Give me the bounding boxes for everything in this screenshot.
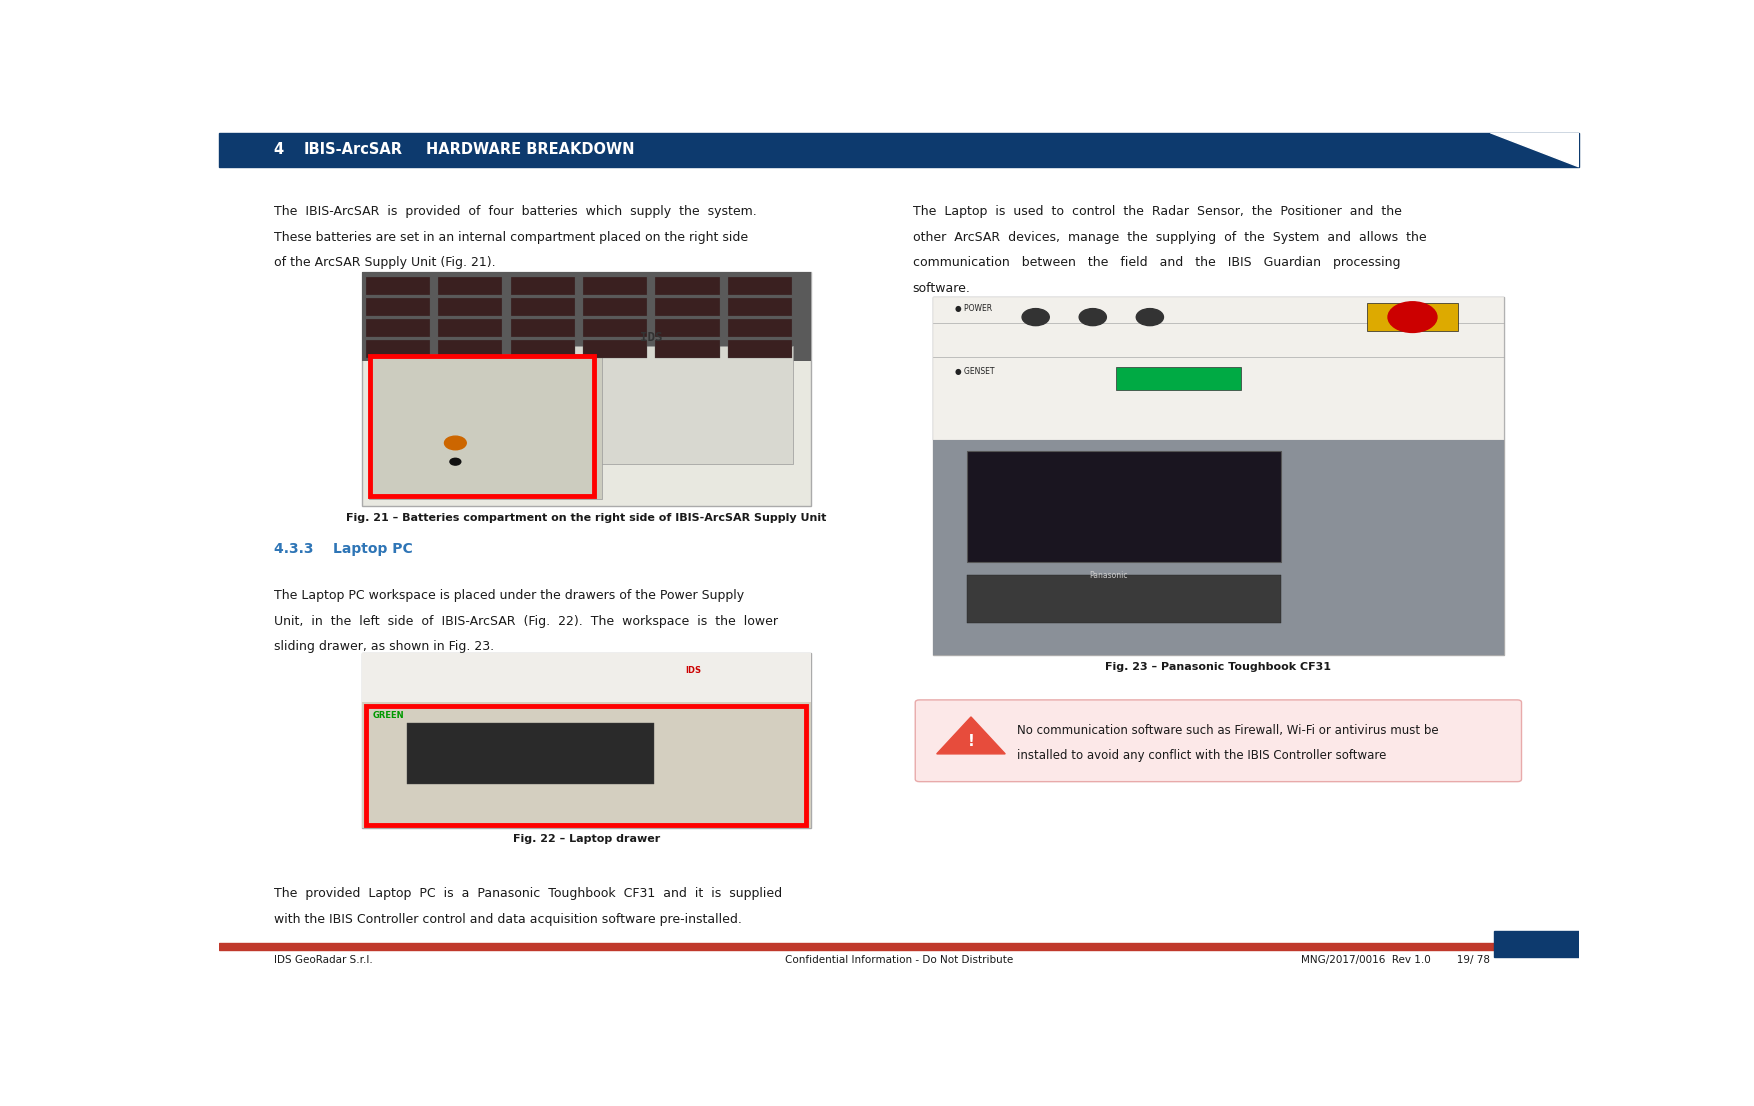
Bar (438, 320, 502, 336)
Bar (933, 440, 1503, 655)
Text: The  Laptop  is  used  to  control  the  Radar  Sensor,  the  Positioner  and  t: The Laptop is used to control the Radar … (912, 205, 1401, 218)
Text: other  ArcSAR  devices,  manage  the  supplying  of  the  System  and  allows  t: other ArcSAR devices, manage the supplyi… (912, 231, 1426, 243)
Bar (367, 341, 430, 357)
Text: IBIS-ArcSAR: IBIS-ArcSAR (303, 143, 402, 157)
Bar (656, 298, 719, 315)
Polygon shape (1491, 133, 1579, 167)
Text: IDS: IDS (640, 331, 663, 344)
Text: Fig. 21 – Batteries compartment on the right side of IBIS-ArcSAR Supply Unit: Fig. 21 – Batteries compartment on the r… (346, 512, 826, 522)
Bar (510, 341, 575, 357)
Text: ● POWER: ● POWER (954, 304, 991, 313)
Bar (656, 341, 719, 357)
Bar (510, 320, 575, 336)
Text: These batteries are set in an internal compartment placed on the right side: These batteries are set in an internal c… (274, 231, 747, 243)
Text: The  IBIS-ArcSAR  is  provided  of  four  batteries  which  supply  the  system.: The IBIS-ArcSAR is provided of four batt… (274, 205, 756, 218)
Text: Fig. 22 – Laptop drawer: Fig. 22 – Laptop drawer (512, 834, 660, 845)
Text: Unit,  in  the  left  side  of  IBIS-ArcSAR  (Fig.  22).  The  workspace  is  th: Unit, in the left side of IBIS-ArcSAR (F… (274, 615, 777, 628)
Text: Panasonic: Panasonic (1089, 571, 1128, 580)
Bar (370, 356, 595, 497)
Text: The  provided  Laptop  PC  is  a  Panasonic  Toughbook  CF31  and  it  is  suppl: The provided Laptop PC is a Panasonic To… (274, 887, 782, 900)
Circle shape (451, 458, 461, 466)
Bar (728, 276, 791, 294)
Text: with the IBIS Controller control and data acquisition software pre-installed.: with the IBIS Controller control and dat… (274, 912, 742, 926)
Bar (933, 298, 1503, 655)
Text: !: ! (968, 734, 975, 750)
Bar (582, 320, 647, 336)
Text: HARDWARE BREAKDOWN: HARDWARE BREAKDOWN (426, 143, 635, 157)
Bar (1116, 367, 1242, 390)
Circle shape (1079, 309, 1107, 325)
Text: sliding drawer, as shown in Fig. 23.: sliding drawer, as shown in Fig. 23. (274, 640, 493, 654)
Text: IDS: IDS (686, 666, 702, 675)
Bar (438, 298, 502, 315)
Bar (367, 707, 807, 825)
Bar (1366, 303, 1458, 332)
Bar (367, 320, 430, 336)
Bar (728, 298, 791, 315)
Bar (361, 272, 810, 505)
Bar (966, 451, 1280, 563)
Bar (361, 702, 810, 827)
Bar (361, 653, 810, 827)
Bar (728, 341, 791, 357)
Text: 4.3.3    Laptop PC: 4.3.3 Laptop PC (274, 542, 412, 556)
Bar (407, 723, 654, 784)
Bar (361, 653, 810, 706)
Bar (367, 298, 430, 315)
Text: IDS GeoRadar S.r.l.: IDS GeoRadar S.r.l. (274, 954, 372, 964)
Bar (368, 354, 602, 499)
Bar (219, 133, 1579, 167)
Bar (728, 320, 791, 336)
Text: ● GENSET: ● GENSET (954, 367, 995, 376)
Text: installed to avoid any conflict with the IBIS Controller software: installed to avoid any conflict with the… (1017, 750, 1387, 762)
Bar (656, 320, 719, 336)
Circle shape (1023, 309, 1049, 325)
Text: 4: 4 (274, 143, 284, 157)
Text: Confidential Information - Do Not Distribute: Confidential Information - Do Not Distri… (784, 954, 1014, 964)
Polygon shape (937, 717, 1005, 754)
Bar (533, 346, 793, 463)
Text: of the ArcSAR Supply Unit (Fig. 21).: of the ArcSAR Supply Unit (Fig. 21). (274, 257, 495, 269)
Bar (367, 276, 430, 294)
Bar (510, 276, 575, 294)
FancyBboxPatch shape (916, 700, 1521, 782)
Circle shape (1387, 302, 1437, 333)
Text: communication   between   the   field   and   the   IBIS   Guardian   processing: communication between the field and the … (912, 257, 1400, 269)
Bar (361, 272, 810, 361)
Bar (219, 942, 1494, 950)
Text: software.: software. (912, 282, 970, 295)
Bar (1494, 930, 1579, 957)
Bar (582, 276, 647, 294)
Bar (438, 276, 502, 294)
Text: GREEN: GREEN (374, 711, 405, 720)
Bar (438, 341, 502, 357)
Bar (966, 575, 1280, 623)
Text: No communication software such as Firewall, Wi-Fi or antivirus must be: No communication software such as Firewa… (1017, 724, 1438, 737)
Bar (582, 298, 647, 315)
Bar (510, 298, 575, 315)
Circle shape (444, 436, 467, 450)
Bar (933, 298, 1503, 440)
Bar (582, 341, 647, 357)
Text: Fig. 23 – Panasonic Toughbook CF31: Fig. 23 – Panasonic Toughbook CF31 (1105, 661, 1331, 671)
Circle shape (1137, 309, 1163, 325)
Text: The Laptop PC workspace is placed under the drawers of the Power Supply: The Laptop PC workspace is placed under … (274, 589, 744, 602)
Bar (656, 276, 719, 294)
Text: MNG/2017/0016  Rev 1.0        19/ 78: MNG/2017/0016 Rev 1.0 19/ 78 (1301, 954, 1491, 964)
